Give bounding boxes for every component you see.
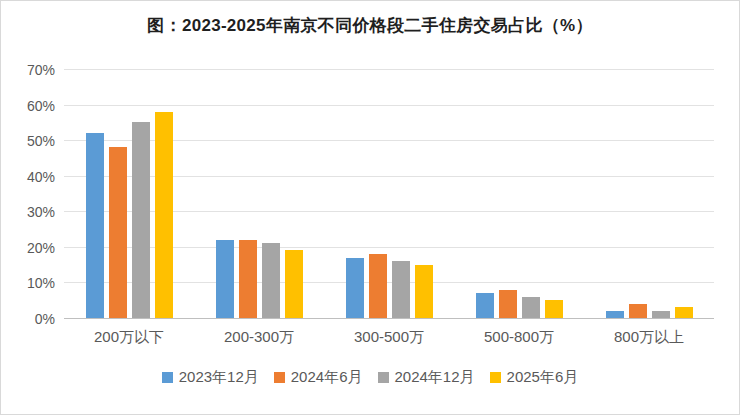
- chart-frame: 图：2023-2025年南京不同价格段二手住房交易占比（%） 0%10%20%3…: [0, 0, 740, 415]
- bar: [262, 243, 280, 318]
- plot-area: 0%10%20%30%40%50%60%70%200万以下200-300万300…: [64, 70, 714, 319]
- legend-item: 2024年6月: [274, 368, 363, 387]
- y-tick-label: 20%: [27, 241, 55, 255]
- y-tick-label: 40%: [27, 170, 55, 184]
- bar: [652, 311, 670, 318]
- bar: [239, 240, 257, 318]
- y-tick-label: 50%: [27, 134, 55, 148]
- x-tick-label: 200-300万: [194, 328, 324, 347]
- bar: [415, 265, 433, 318]
- bar: [675, 307, 693, 318]
- bar: [522, 297, 540, 318]
- legend-swatch-icon: [378, 372, 389, 383]
- legend-item: 2024年12月: [378, 368, 475, 387]
- legend-label: 2025年6月: [507, 368, 579, 387]
- bar-group: [324, 69, 454, 318]
- x-tick-label: 300-500万: [324, 328, 454, 347]
- bar: [476, 293, 494, 318]
- x-tick-label: 200万以下: [64, 328, 194, 347]
- bar: [132, 122, 150, 318]
- legend-swatch-icon: [490, 372, 501, 383]
- bar: [392, 261, 410, 318]
- bar: [369, 254, 387, 318]
- bar: [86, 133, 104, 318]
- x-tick-label: 800万以上: [584, 328, 714, 347]
- x-tick-label: 500-800万: [454, 328, 584, 347]
- legend: 2023年12月 2024年6月 2024年12月 2025年6月: [1, 368, 739, 387]
- bar: [216, 240, 234, 318]
- bar: [109, 147, 127, 318]
- legend-label: 2024年6月: [291, 368, 363, 387]
- x-axis-line: [64, 318, 714, 319]
- legend-item: 2025年6月: [490, 368, 579, 387]
- bar-group: [584, 69, 714, 318]
- bar: [346, 258, 364, 318]
- legend-swatch-icon: [162, 372, 173, 383]
- bar-group: [64, 69, 194, 318]
- y-tick-label: 10%: [27, 276, 55, 290]
- y-tick-label: 30%: [27, 205, 55, 219]
- bar: [545, 300, 563, 318]
- y-tick-label: 0%: [35, 312, 55, 326]
- bar: [629, 304, 647, 318]
- legend-item: 2023年12月: [162, 368, 259, 387]
- legend-label: 2024年12月: [395, 368, 475, 387]
- y-tick-label: 70%: [27, 63, 55, 77]
- bar-group: [454, 69, 584, 318]
- bar: [155, 112, 173, 318]
- bar-group: [194, 69, 324, 318]
- legend-label: 2023年12月: [179, 368, 259, 387]
- bar: [285, 250, 303, 318]
- legend-swatch-icon: [274, 372, 285, 383]
- chart-title: 图：2023-2025年南京不同价格段二手住房交易占比（%）: [1, 14, 739, 37]
- bar: [606, 311, 624, 318]
- bar: [499, 290, 517, 318]
- y-tick-label: 60%: [27, 99, 55, 113]
